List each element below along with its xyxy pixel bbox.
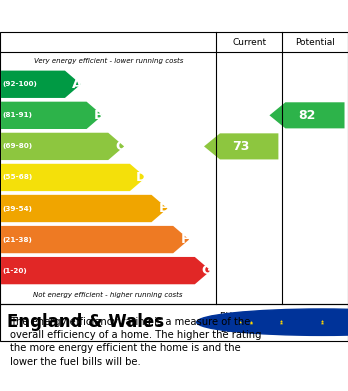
Text: F: F [180, 233, 189, 246]
Text: 2002/91/EC: 2002/91/EC [220, 324, 272, 333]
Text: G: G [201, 264, 212, 277]
Text: (55-68): (55-68) [3, 174, 33, 180]
Polygon shape [1, 226, 189, 253]
Text: England & Wales: England & Wales [7, 313, 164, 331]
Text: A: A [72, 78, 82, 91]
Polygon shape [1, 102, 103, 129]
Text: Very energy efficient - lower running costs: Very energy efficient - lower running co… [33, 57, 183, 64]
Polygon shape [204, 133, 278, 160]
Text: (39-54): (39-54) [3, 206, 33, 212]
Text: EU Directive: EU Directive [220, 312, 276, 321]
Polygon shape [1, 71, 81, 98]
Text: (92-100): (92-100) [3, 81, 38, 87]
Text: E: E [159, 202, 168, 215]
Text: 73: 73 [232, 140, 250, 153]
Polygon shape [1, 133, 124, 160]
Text: 82: 82 [298, 109, 316, 122]
Text: B: B [93, 109, 103, 122]
Polygon shape [1, 257, 211, 284]
Text: Potential: Potential [295, 38, 335, 47]
Text: D: D [136, 171, 147, 184]
Text: (69-80): (69-80) [3, 143, 33, 149]
Text: (21-38): (21-38) [3, 237, 33, 242]
Polygon shape [1, 195, 167, 222]
Text: C: C [115, 140, 125, 153]
Polygon shape [269, 102, 345, 128]
Text: Energy Efficiency Rating: Energy Efficiency Rating [73, 9, 275, 23]
Text: The energy efficiency rating is a measure of the
overall efficiency of a home. T: The energy efficiency rating is a measur… [10, 317, 262, 367]
Polygon shape [1, 164, 146, 191]
Circle shape [197, 309, 348, 335]
Text: Not energy efficient - higher running costs: Not energy efficient - higher running co… [33, 292, 183, 298]
Text: Current: Current [232, 38, 266, 47]
Text: (81-91): (81-91) [3, 112, 33, 118]
Text: (1-20): (1-20) [3, 267, 27, 274]
